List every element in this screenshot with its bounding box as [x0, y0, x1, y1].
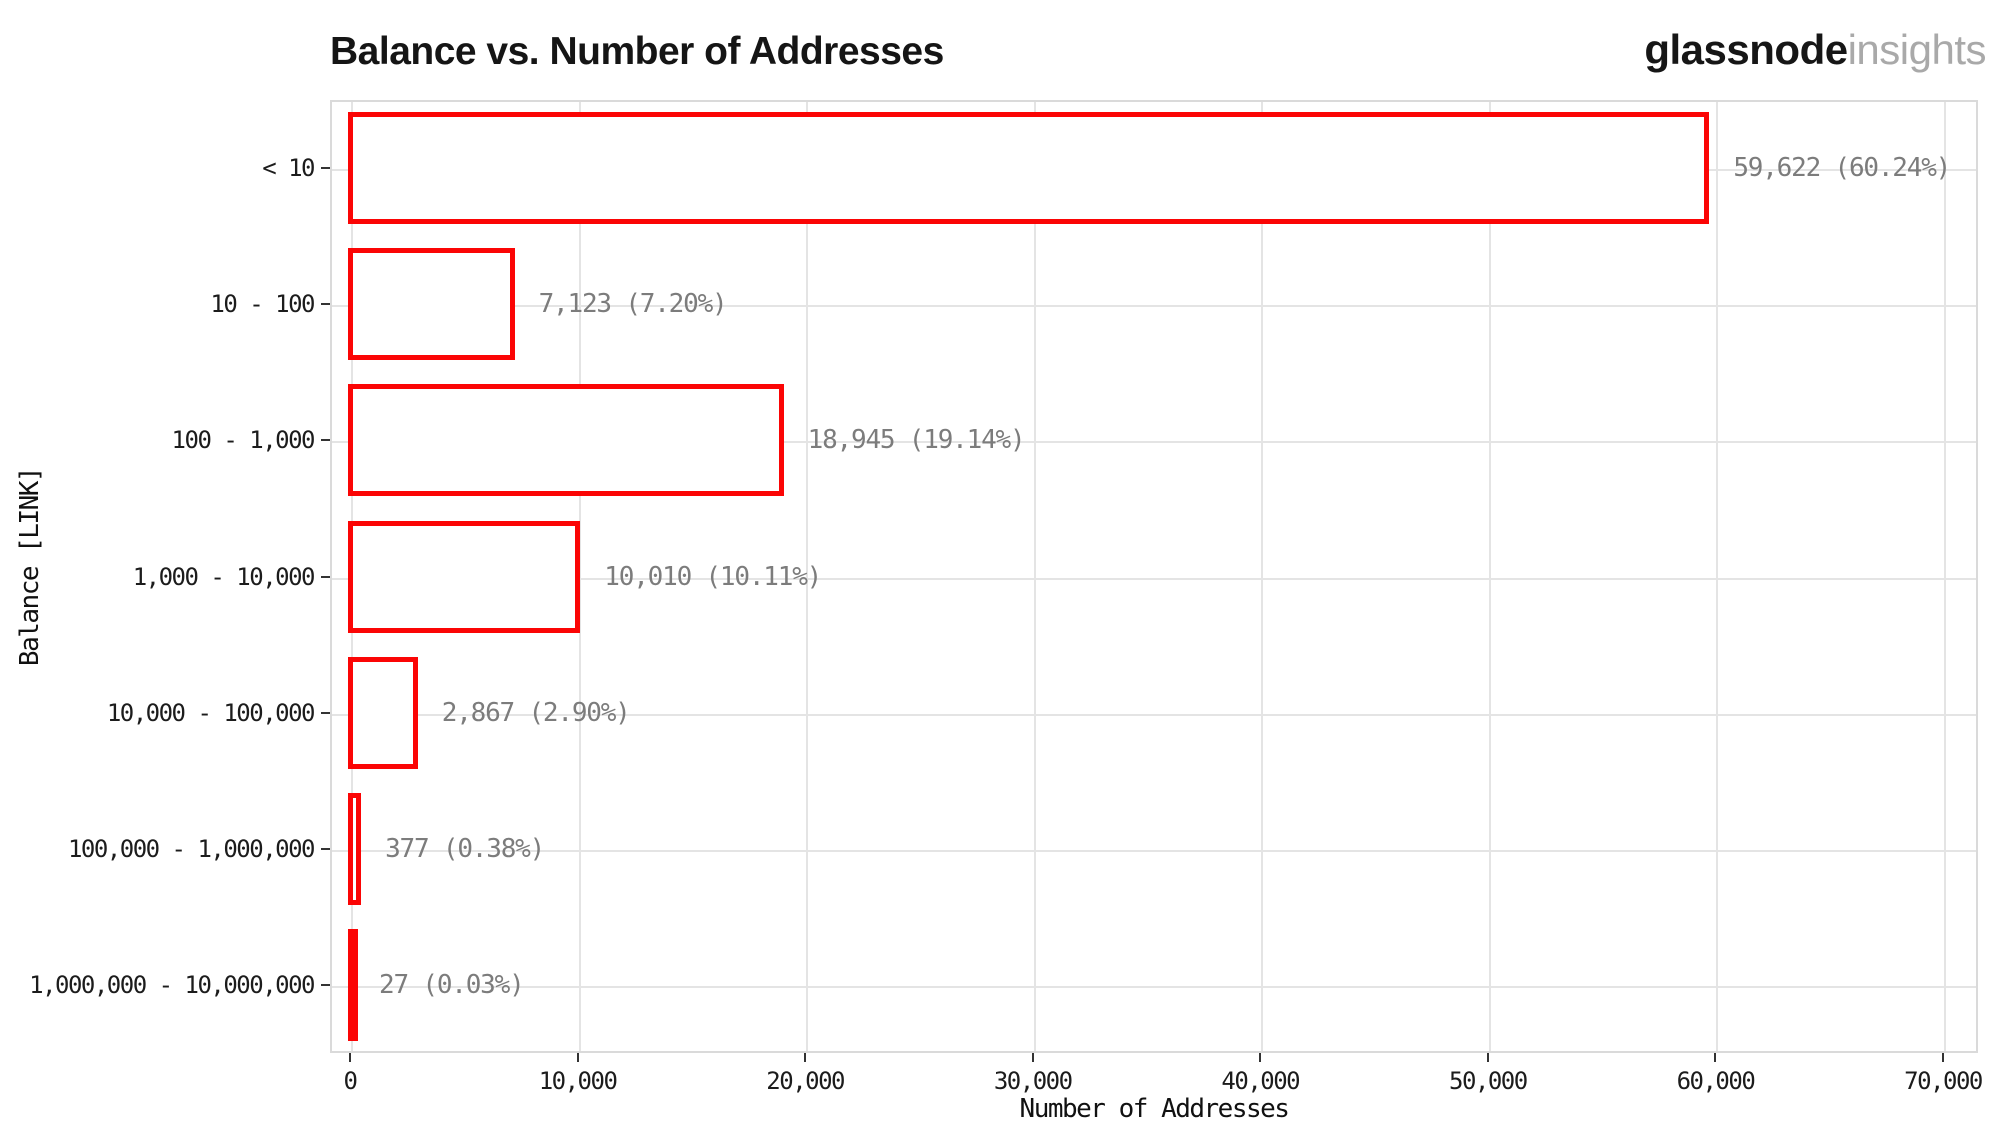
bar-value-label: 7,123 (7.20%) — [538, 289, 728, 320]
brand-logo-secondary: insights — [1847, 26, 1987, 73]
x-tick-label: 10,000 — [538, 1067, 618, 1095]
y-tick-label: 100,000 - 1,000,000 — [67, 834, 316, 863]
x-tick-label: 60,000 — [1676, 1067, 1756, 1095]
bar — [347, 248, 515, 361]
x-tick-mark — [576, 1053, 579, 1062]
x-axis-title: Number of Addresses — [1019, 1094, 1290, 1124]
y-tick-mark — [321, 847, 330, 850]
x-tick-label: 40,000 — [1221, 1067, 1300, 1095]
y-gridline — [332, 577, 1976, 580]
brand-logo: glassnodeinsights — [1644, 26, 1986, 74]
y-gridline — [332, 441, 1976, 444]
bar-value-label: 10,010 (10.11%) — [604, 561, 822, 592]
y-tick-mark — [321, 303, 330, 306]
y-tick-mark — [321, 167, 330, 170]
bar — [347, 792, 362, 905]
y-gridline — [332, 849, 1976, 852]
y-tick-mark — [321, 711, 330, 714]
y-axis-title: Balance [LINK] — [15, 467, 45, 667]
bar-value-label: 18,945 (19.14%) — [807, 425, 1026, 456]
x-gridline — [1488, 102, 1491, 1051]
x-tick-mark — [1259, 1053, 1262, 1062]
x-tick-mark — [1031, 1053, 1034, 1062]
y-tick-label: 1,000,000 - 10,000,000 — [29, 970, 315, 999]
x-tick-label: 20,000 — [766, 1067, 845, 1095]
y-tick-mark — [321, 439, 330, 442]
x-tick-label: 50,000 — [1448, 1067, 1528, 1095]
x-tick-label: 70,000 — [1904, 1067, 1983, 1095]
x-tick-label: 30,000 — [993, 1067, 1073, 1095]
x-tick-mark — [1486, 1053, 1489, 1062]
bar — [347, 520, 581, 633]
bar-value-label: 2,867 (2.90%) — [441, 697, 631, 728]
x-tick-mark — [1942, 1053, 1944, 1062]
chart-title: Balance vs. Number of Addresses — [330, 30, 944, 73]
bar — [347, 656, 418, 769]
bar — [347, 928, 358, 1041]
x-tick-mark — [804, 1053, 807, 1062]
x-tick-mark — [349, 1053, 351, 1062]
x-tick-label: 0 — [343, 1067, 358, 1095]
x-gridline — [1033, 102, 1036, 1051]
x-gridline — [806, 102, 809, 1051]
x-gridline — [1944, 102, 1946, 1051]
plot-panel — [330, 100, 1978, 1053]
bar-value-label: 59,622 (60.24%) — [1733, 153, 1951, 184]
bar — [347, 384, 784, 497]
bar-value-label: 27 (0.03%) — [379, 969, 525, 1000]
x-gridline — [1716, 102, 1719, 1051]
y-tick-label: 10 - 100 — [210, 290, 315, 319]
y-gridline — [332, 985, 1976, 988]
y-tick-label: 10,000 - 100,000 — [106, 698, 316, 727]
y-tick-label: 1,000 - 10,000 — [132, 562, 316, 591]
y-tick-mark — [321, 983, 330, 986]
bar-value-label: 377 (0.38%) — [385, 833, 545, 864]
y-tick-mark — [321, 575, 330, 578]
x-gridline — [1261, 102, 1264, 1051]
bar — [347, 112, 1710, 225]
y-gridline — [332, 713, 1976, 716]
brand-logo-primary: glassnode — [1644, 26, 1848, 73]
y-gridline — [332, 305, 1976, 308]
y-tick-label: < 10 — [262, 154, 315, 183]
y-tick-label: 100 - 1,000 — [171, 426, 316, 455]
x-tick-mark — [1714, 1053, 1717, 1062]
